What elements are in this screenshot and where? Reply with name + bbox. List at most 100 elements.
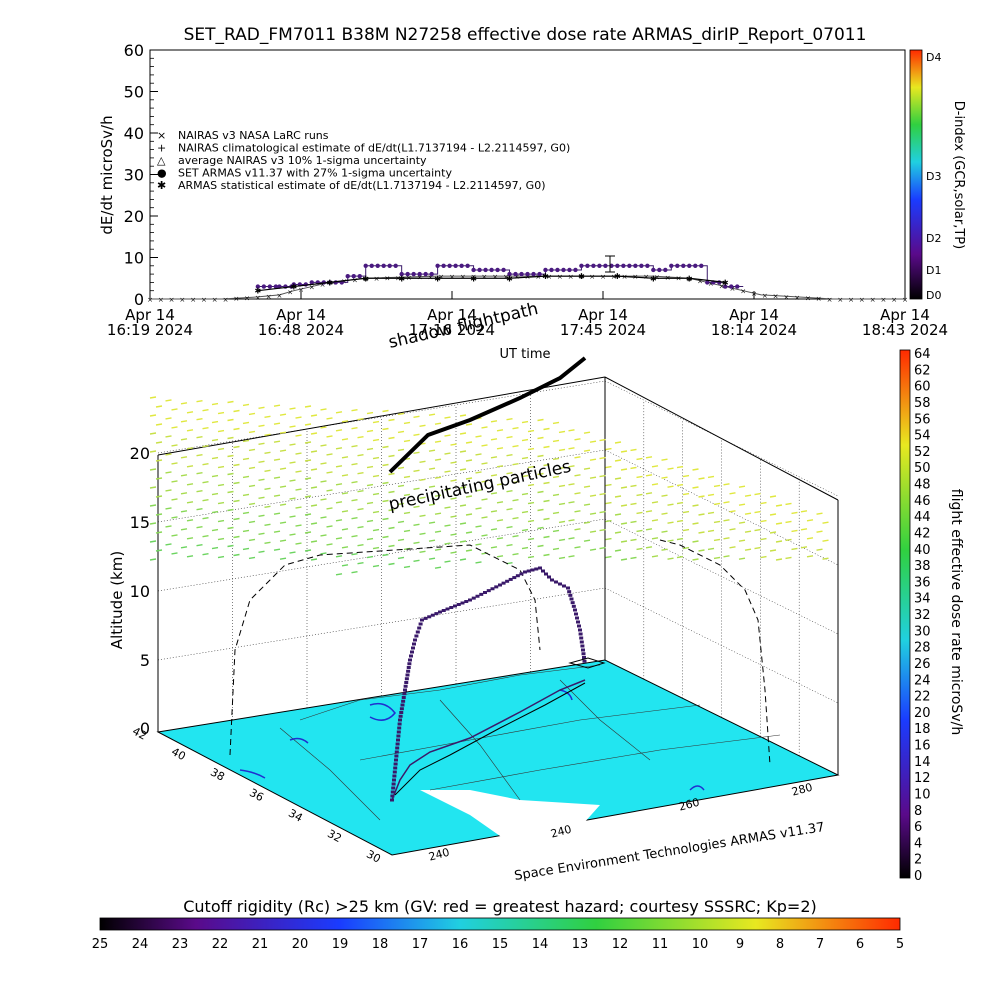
particle-mark (202, 445, 209, 448)
particle-mark (558, 448, 566, 452)
particle-mark (667, 521, 674, 524)
particle-mark (233, 499, 240, 503)
particle-mark (248, 430, 256, 434)
flight-path-point (475, 594, 480, 598)
armas-point (549, 267, 554, 273)
particle-mark (465, 459, 473, 462)
particle-mark (760, 519, 767, 523)
dose-rate-tick-label: 62 (914, 363, 931, 378)
dose-rate-tick-label: 22 (914, 690, 931, 705)
particle-mark (289, 497, 296, 500)
particle-mark (506, 472, 513, 475)
particle-mark (273, 404, 281, 407)
dose-rate-tick-label: 54 (914, 429, 931, 444)
armas-point (621, 263, 626, 268)
dindex-tick-label: D4 (926, 51, 941, 64)
particle-mark (698, 495, 705, 498)
armas-point (411, 271, 416, 277)
particle-mark (357, 454, 364, 457)
particle-mark (264, 415, 271, 418)
nairas-point: × (859, 296, 865, 304)
flight-path-point (397, 726, 402, 730)
particle-mark (682, 546, 690, 550)
particle-mark (692, 468, 699, 471)
particle-mark (413, 505, 420, 508)
particle-mark (537, 508, 544, 512)
particle-mark (180, 402, 188, 405)
dindex-label: D-index (GCR,solar,TP) (951, 101, 966, 249)
dose-rate-tick-label: 50 (914, 461, 931, 476)
nairas-point: × (848, 296, 854, 304)
particle-mark (475, 471, 482, 474)
nairas-point: × (880, 296, 886, 304)
particle-mark (428, 557, 436, 560)
particle-mark (521, 474, 529, 478)
particle-mark (186, 483, 194, 486)
particle-mark (620, 450, 628, 453)
particle-mark (335, 429, 343, 432)
particle-mark (444, 452, 451, 455)
nairas-point: × (773, 293, 779, 301)
shadow-wall-trace-left (229, 544, 541, 756)
particle-mark (682, 492, 690, 496)
altitude-tick-label: 0 (140, 719, 150, 738)
flight-path-point (404, 681, 409, 684)
particle-mark (558, 484, 566, 488)
particle-mark (211, 456, 219, 460)
particle-mark (382, 499, 389, 503)
flight-path-point (399, 711, 404, 714)
particle-mark (583, 449, 591, 452)
legend-symbol: × (157, 129, 166, 142)
particle-mark (543, 481, 550, 485)
particle-mark (521, 528, 529, 532)
flight-path-point (396, 730, 401, 734)
top-y-tick-label: 60 (124, 41, 144, 60)
flight-path-point (562, 584, 566, 588)
particle-mark (295, 506, 302, 509)
particle-mark (682, 474, 690, 478)
nairas-point: × (330, 279, 336, 287)
chart-title: SET_RAD_FM7011 B38M N27258 effective dos… (184, 25, 867, 45)
ground-track-shadow (394, 682, 586, 796)
armas-point (465, 263, 470, 268)
dindex-ticks: D0 D1 D2 D3 D4 (926, 51, 941, 302)
particle-mark (202, 463, 209, 466)
particle-mark (217, 555, 225, 559)
particle-mark (304, 459, 312, 462)
particle-mark (444, 488, 451, 491)
particle-mark (698, 477, 705, 480)
particle-mark (744, 548, 752, 551)
particle-mark (552, 439, 560, 443)
particle-mark (351, 409, 358, 412)
particle-mark (248, 466, 256, 470)
particle-mark (320, 552, 327, 555)
particle-mark (620, 558, 628, 561)
particle-mark (806, 555, 814, 558)
precipitating-particles-label: precipitating particles (387, 457, 573, 515)
nairas-point: × (514, 273, 520, 281)
armas-stat-point: ✱ (686, 274, 693, 283)
legend-entry: ARMAS statistical estimate of dE/dt(L1.7… (178, 179, 545, 192)
particle-mark (568, 555, 575, 558)
particle-mark (149, 486, 157, 489)
armas-point (603, 263, 608, 268)
cutoff-rigidity-tick-label: 14 (532, 937, 549, 952)
armas-point (525, 271, 530, 277)
particle-mark (769, 495, 777, 498)
particle-mark (326, 507, 333, 510)
particle-mark (496, 447, 504, 450)
flight-path-point (405, 673, 410, 677)
particle-mark (320, 444, 327, 447)
particle-mark (614, 549, 622, 552)
particle-mark (822, 539, 829, 542)
particle-mark (326, 435, 333, 438)
particle-mark (335, 411, 343, 414)
particle-mark (372, 492, 380, 496)
particle-mark (196, 418, 203, 421)
map-blue-contours (239, 689, 705, 791)
nairas-point: × (212, 296, 218, 304)
top-y-ticks: 0 10 20 30 40 50 60 (124, 41, 158, 309)
particle-mark (459, 540, 467, 543)
particle-mark (490, 546, 498, 549)
